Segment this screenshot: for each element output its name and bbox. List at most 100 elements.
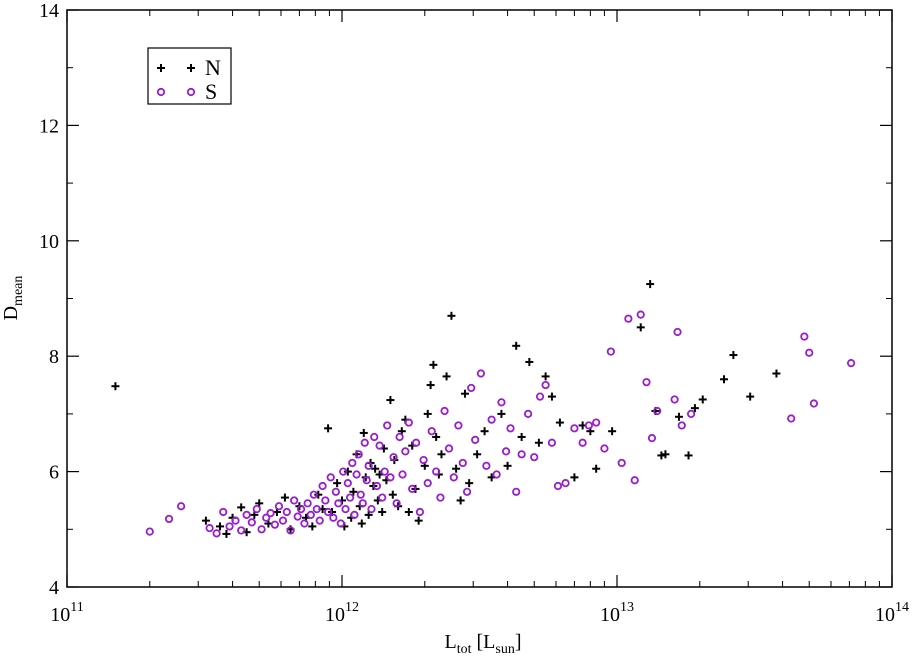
point-S [343, 479, 352, 488]
x-axis-title-sub1: tot [457, 642, 472, 657]
point-S [440, 406, 449, 416]
point-N [592, 464, 601, 473]
point-N [452, 464, 461, 473]
point-S [278, 516, 288, 525]
point-S [412, 438, 421, 447]
point-S [296, 505, 306, 514]
point-S [231, 516, 240, 525]
point-S [356, 490, 365, 499]
point-S [846, 359, 856, 368]
point-S [257, 525, 266, 534]
legend-marker-S [156, 87, 166, 97]
point-S [561, 479, 570, 488]
y-tick-label: 4 [49, 577, 59, 599]
y-tick-label: 8 [49, 346, 59, 368]
point-N [497, 409, 506, 418]
point-S [419, 455, 428, 465]
point-S [375, 441, 384, 450]
point-S [348, 458, 357, 468]
point-S [362, 476, 371, 485]
point-N [534, 438, 543, 447]
x-tick-label: 1012 [325, 600, 359, 626]
point-N [386, 396, 395, 405]
point-S [290, 496, 299, 505]
point-S [606, 347, 615, 356]
point-N [555, 418, 564, 427]
point-N [414, 516, 423, 525]
point-S [653, 406, 662, 416]
point-N [690, 404, 699, 413]
point-N [333, 479, 342, 488]
x-tick-label: 1013 [600, 600, 634, 626]
point-S [547, 438, 557, 447]
point-S [630, 476, 639, 485]
y-tick-label: 6 [49, 462, 59, 484]
y-tick-label: 14 [39, 0, 59, 22]
point-N [324, 424, 333, 433]
point-S [415, 507, 425, 517]
point-N [308, 522, 317, 531]
point-N [426, 381, 435, 390]
point-S [242, 510, 251, 519]
point-S [262, 513, 271, 522]
y-tick-label: 10 [39, 231, 59, 253]
point-S [237, 526, 246, 535]
point-S [517, 450, 526, 459]
legend-marker-S [186, 87, 196, 97]
point-S [306, 510, 315, 519]
point-S [326, 473, 335, 482]
point-N [404, 507, 413, 516]
point-S [395, 432, 404, 442]
x-tick-base: 10 [600, 604, 620, 626]
point-N [314, 490, 323, 499]
point-N [429, 360, 438, 369]
point-S [282, 507, 291, 517]
point-N [674, 412, 683, 421]
point-N [201, 516, 210, 525]
point-S [578, 438, 587, 447]
point-N [447, 311, 456, 320]
point-S [378, 493, 387, 502]
point-N [111, 382, 120, 391]
point-N [465, 479, 474, 488]
point-N [349, 487, 358, 496]
x-axis-title-main: L [444, 631, 456, 653]
point-S [205, 524, 214, 533]
point-S [350, 510, 359, 519]
point-S [553, 481, 563, 491]
point-S [398, 470, 407, 479]
point-N [772, 369, 781, 378]
legend-marker-N [187, 64, 195, 72]
point-N [547, 392, 556, 401]
point-S [636, 310, 645, 319]
point-N [657, 451, 666, 460]
point-S [392, 499, 401, 508]
y-axis-title-main: D [0, 306, 22, 320]
point-S [372, 481, 382, 491]
point-S [530, 453, 539, 462]
point-S [360, 438, 369, 447]
point-S [286, 526, 295, 535]
point-S [673, 327, 682, 337]
point-S [336, 519, 345, 528]
point-S [312, 505, 321, 514]
x-tick-exponent: 14 [895, 600, 909, 615]
point-N [525, 357, 534, 366]
point-S [454, 421, 463, 430]
point-N [357, 519, 366, 528]
x-tick-exponent: 11 [70, 600, 83, 615]
point-S [512, 487, 521, 496]
point-S [383, 421, 392, 430]
point-S [592, 418, 601, 427]
point-S [247, 518, 256, 527]
point-S [329, 513, 338, 522]
x-axis-title-mid: [L [471, 631, 495, 653]
x-axis-title-end: ] [515, 631, 522, 653]
point-S [380, 467, 389, 476]
legend: NS [147, 47, 232, 105]
axis-ticks [66, 9, 893, 588]
point-N [364, 510, 373, 519]
point-S [386, 473, 395, 482]
